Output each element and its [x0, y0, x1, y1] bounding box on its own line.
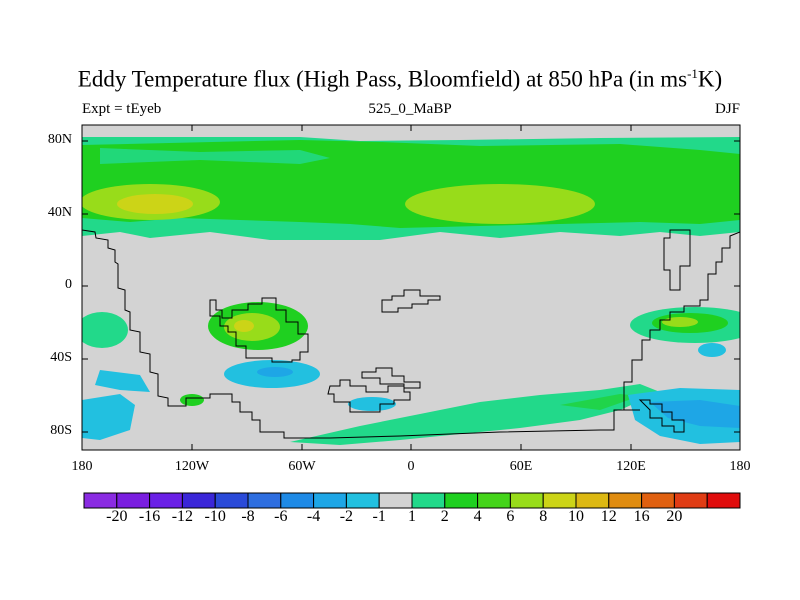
colorbar-label: 20 — [666, 508, 683, 525]
coastlines — [82, 229, 740, 439]
south-green-small — [180, 394, 204, 406]
australia-lime — [662, 317, 698, 327]
africa-outline — [381, 289, 441, 313]
colorbar-label: 1 — [408, 508, 416, 525]
south-america-yellow — [234, 320, 254, 332]
x-tick-label: 120W — [174, 459, 210, 474]
colorbar-label: -20 — [106, 508, 128, 525]
colorbar-swatch — [673, 492, 708, 509]
south-green-band-2 — [560, 394, 640, 410]
colorbar-label: -4 — [306, 508, 321, 525]
colorbar-label: -2 — [339, 508, 354, 525]
colorbar — [83, 492, 741, 509]
colorbar-label: -8 — [241, 508, 255, 525]
colorbar-swatch — [509, 492, 544, 509]
x-tick-label: 180 — [729, 459, 751, 474]
x-tick-label: 180 — [71, 459, 93, 474]
y-tick-label: 40N — [47, 205, 72, 220]
colorbar-label: -10 — [204, 508, 226, 525]
south-america-outline — [209, 297, 309, 363]
colorbar-swatch — [116, 492, 151, 509]
southeast-blue-core — [650, 400, 740, 428]
west-green-patch — [82, 312, 128, 348]
colorbar-label: 6 — [506, 508, 515, 525]
colorbar-swatch — [214, 492, 249, 509]
colorbar-label: 10 — [568, 508, 584, 525]
colorbar-swatch — [378, 492, 413, 509]
south-green-band — [290, 384, 660, 445]
x-tick-label: 60E — [509, 459, 533, 474]
atlantic-yellow — [117, 194, 193, 214]
colorbar-swatch — [247, 492, 282, 509]
eurasia-lime — [405, 184, 595, 224]
y-tick-label: 0 — [65, 277, 72, 292]
colorbar-label: -12 — [171, 508, 194, 525]
y-tick-label: 40S — [50, 350, 72, 365]
experiment-label: Expt = tEyeb — [82, 101, 162, 117]
antarctic-peninsula — [327, 379, 411, 413]
plot-title: Eddy Temperature flux (High Pass, Bloomf… — [77, 66, 723, 92]
colorbar-swatch — [542, 492, 577, 509]
small-island — [361, 367, 421, 389]
colorbar-swatch — [444, 492, 479, 509]
colorbar-label: -6 — [274, 508, 288, 525]
south-blue-small — [348, 397, 396, 411]
colorbar-label: 12 — [600, 508, 617, 525]
colorbar-label: -1 — [372, 508, 386, 525]
colorbar-label: 8 — [539, 508, 548, 525]
y-tick-label: 80N — [47, 132, 72, 147]
mid-south-blue-core — [257, 367, 293, 377]
colorbar-swatch — [280, 492, 315, 509]
colorbar-swatch — [83, 492, 118, 509]
east-indent — [663, 229, 691, 291]
x-tick-label: 60W — [288, 459, 316, 474]
colorbar-swatch — [149, 492, 183, 509]
colorbar-swatch — [608, 492, 643, 509]
colorbar-swatch — [706, 492, 741, 509]
colorbar-label: -16 — [138, 508, 161, 525]
colorbar-swatch — [181, 492, 216, 509]
southeast-coast — [638, 399, 685, 433]
west-coast — [82, 229, 640, 439]
east-coast — [623, 231, 740, 411]
run-label: 525_0_MaBP — [368, 101, 452, 117]
southwest-blue-top — [95, 370, 150, 392]
north-band-subtle — [100, 148, 330, 164]
y-tick-label: 80S — [50, 423, 72, 438]
colorbar-swatch — [641, 492, 675, 509]
colorbar-label: 4 — [473, 508, 482, 525]
colorbar-swatch — [411, 492, 446, 509]
colorbar-swatch — [575, 492, 610, 509]
x-tick-label: 120E — [616, 459, 646, 474]
east-blue-patch — [698, 343, 726, 357]
season-label: DJF — [714, 101, 740, 117]
colorbar-swatch — [345, 492, 380, 509]
contour-field — [82, 125, 740, 450]
colorbar-swatch — [313, 492, 347, 509]
axis-ticks — [81, 125, 741, 450]
colorbar-label: 2 — [440, 508, 449, 525]
colorbar-label: 16 — [633, 508, 650, 525]
colorbar-swatch — [477, 492, 511, 509]
x-tick-label: 0 — [407, 459, 415, 474]
southwest-blue — [82, 394, 135, 440]
